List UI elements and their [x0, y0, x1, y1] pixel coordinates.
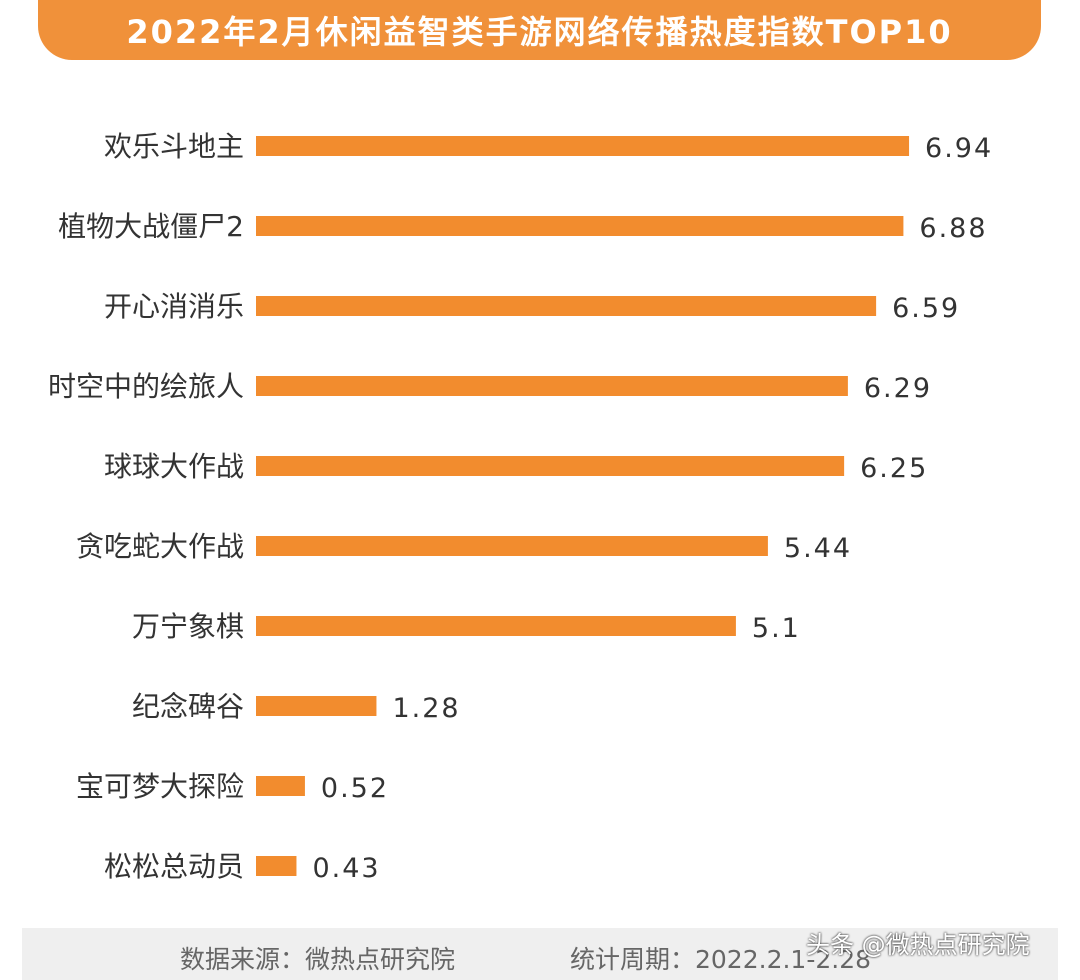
bar [256, 856, 297, 876]
chart-title: 2022年2月休闲益智类手游网络传播热度指数TOP10 [126, 13, 953, 51]
category-label: 欢乐斗地主 [104, 130, 244, 163]
value-label: 6.59 [892, 293, 960, 324]
bar [256, 456, 845, 476]
period-note: 统计周期：2022.2.1-2.28 [570, 945, 872, 974]
category-label: 球球大作战 [104, 450, 244, 483]
category-label: 松松总动员 [104, 850, 244, 883]
value-label: 6.88 [919, 213, 987, 244]
value-label: 0.43 [312, 853, 380, 884]
bar [256, 776, 305, 796]
category-label: 植物大战僵尸2 [58, 210, 244, 243]
value-label: 6.25 [860, 453, 928, 484]
bar [256, 136, 910, 156]
bar [256, 296, 877, 316]
bar [256, 696, 377, 716]
data-source-note: 数据来源：微热点研究院 [180, 945, 456, 974]
category-label: 时空中的绘旅人 [48, 370, 244, 403]
category-label: 开心消消乐 [104, 290, 244, 323]
value-label: 0.52 [321, 773, 389, 804]
category-label: 贪吃蛇大作战 [76, 530, 244, 563]
bar [256, 376, 848, 396]
value-label: 5.1 [752, 613, 801, 644]
watermark: 头条 @微热点研究院 [806, 931, 1030, 959]
footer-bar: 数据来源：微热点研究院 统计周期：2022.2.1-2.28 [22, 928, 1058, 980]
bar [256, 616, 736, 636]
value-label: 5.44 [784, 533, 852, 564]
value-label: 6.94 [925, 133, 993, 164]
bar [256, 216, 904, 236]
bar [256, 536, 768, 556]
value-label: 6.29 [864, 373, 932, 404]
category-label: 万宁象棋 [132, 610, 244, 643]
title-banner: 2022年2月休闲益智类手游网络传播热度指数TOP10 [38, 0, 1041, 60]
category-label: 纪念碑谷 [132, 690, 244, 723]
category-label: 宝可梦大探险 [76, 770, 244, 803]
value-label: 1.28 [392, 693, 460, 724]
